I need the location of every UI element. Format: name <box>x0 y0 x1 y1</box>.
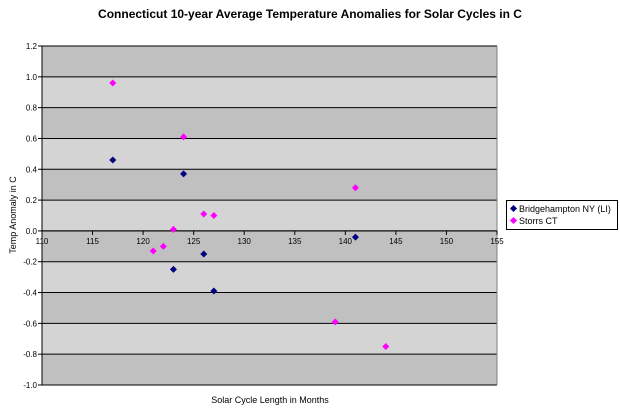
x-tick-label: 140 <box>339 237 353 246</box>
plot-band <box>42 230 497 262</box>
legend-marker-1 <box>509 217 518 225</box>
plot-band <box>42 292 497 324</box>
plot-band <box>42 323 497 355</box>
data-point-series-1 <box>159 242 167 250</box>
x-tick-label: 150 <box>440 237 454 246</box>
plot-band <box>42 76 497 108</box>
y-tick-label: 1.0 <box>26 73 38 82</box>
legend-label-0: Bridgehampton NY (LI) <box>519 204 611 214</box>
x-tick-label: 135 <box>288 237 302 246</box>
data-point-series-0 <box>180 170 188 178</box>
data-point-series-0 <box>200 250 208 258</box>
x-tick-label: 120 <box>136 237 150 246</box>
y-tick-label: 0.4 <box>26 165 38 174</box>
plot-band <box>42 107 497 139</box>
data-point-series-0 <box>109 156 117 164</box>
data-point-series-0 <box>351 233 359 241</box>
y-tick-label: -1.0 <box>23 381 37 390</box>
data-point-series-1 <box>210 212 218 219</box>
data-point-series-0 <box>210 287 218 295</box>
data-point-series-1 <box>351 184 359 192</box>
y-tick-label: 0.8 <box>26 104 38 113</box>
x-tick-label: 110 <box>36 237 49 246</box>
chart-title: Connecticut 10-year Average Temperature … <box>98 7 522 21</box>
y-axis-label: Temp Anomaly in C <box>8 176 18 254</box>
plot-band <box>42 261 497 293</box>
x-tick-label: 155 <box>490 237 504 246</box>
y-tick-label: -0.8 <box>23 350 37 359</box>
x-tick-label: 145 <box>389 237 403 246</box>
plot-band <box>42 169 497 201</box>
y-tick-label: -0.4 <box>23 289 37 298</box>
legend-label-1: Storrs CT <box>519 216 558 226</box>
legend-marker-0 <box>509 205 518 213</box>
plot-band <box>42 138 497 170</box>
x-tick-label: 130 <box>238 237 252 246</box>
data-point-series-1 <box>200 210 208 218</box>
plot-band <box>42 200 497 231</box>
x-tick-label: 125 <box>187 237 201 246</box>
y-tick-label: -0.6 <box>23 319 37 328</box>
y-tick-label: 0.0 <box>26 227 38 236</box>
y-tick-label: -0.2 <box>23 258 37 267</box>
y-tick-label: 1.2 <box>26 42 38 51</box>
data-point-series-1 <box>382 342 390 350</box>
data-point-series-1 <box>109 79 117 87</box>
legend-item-series-1: Storrs CT <box>509 215 558 227</box>
data-point-series-1 <box>331 318 339 326</box>
y-tick-label: 0.6 <box>26 134 38 143</box>
data-point-series-0 <box>169 265 177 273</box>
data-point-series-1 <box>149 247 157 255</box>
data-point-series-1 <box>169 225 177 233</box>
data-point-series-1 <box>180 133 188 141</box>
y-tick-label: 0.2 <box>26 196 38 205</box>
plot-band <box>42 354 497 385</box>
legend-item-series-0: Bridgehampton NY (LI) <box>509 203 611 215</box>
x-tick-label: 115 <box>86 237 99 246</box>
x-axis-label: Solar Cycle Length in Months <box>211 395 329 405</box>
plot-band <box>42 46 497 77</box>
legend: Bridgehampton NY (LI) Storrs CT <box>506 200 618 230</box>
